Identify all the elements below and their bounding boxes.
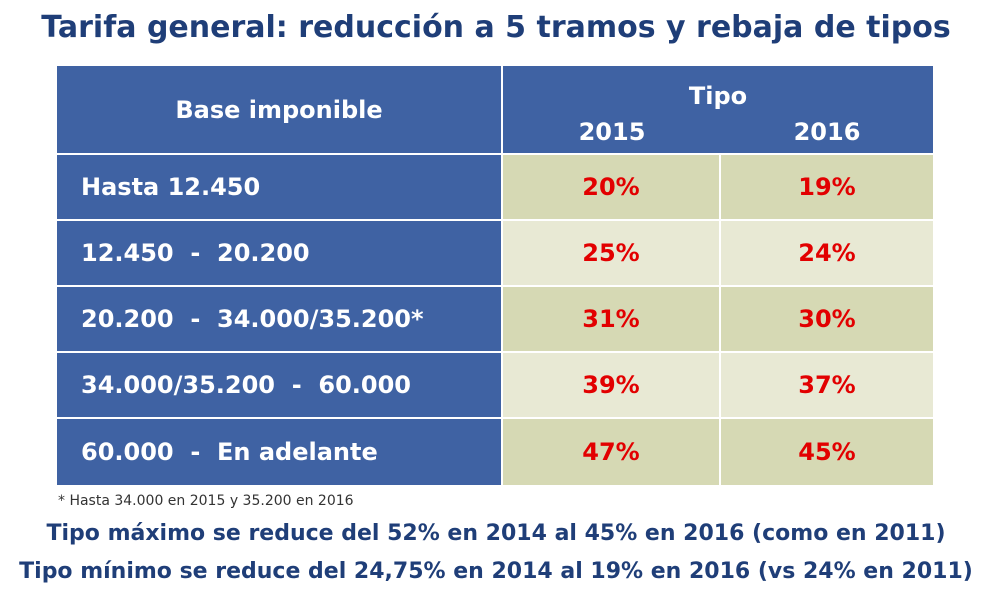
header-year-2015: 2015 (503, 110, 721, 153)
row-base-label: 60.000 - En adelante (81, 438, 378, 466)
rate-2015: 31% (503, 287, 719, 351)
rate-2016: 19% (721, 155, 933, 219)
rate-value: 30% (798, 305, 856, 333)
header-year-label: 2016 (793, 117, 861, 146)
tax-rate-table: Base imponible Tipo 2015 2016 Hasta 12.4… (57, 66, 933, 488)
rate-2015: 25% (503, 221, 719, 285)
rate-value: 37% (798, 371, 856, 399)
row-base: 34.000/35.200 - 60.000 (57, 353, 501, 417)
rate-2016: 24% (721, 221, 933, 285)
rate-value: 20% (582, 173, 640, 201)
rate-value: 39% (582, 371, 640, 399)
header-base-label: Base imponible (175, 95, 383, 124)
rate-2015: 47% (503, 419, 719, 485)
header-tipo: Tipo (503, 66, 933, 110)
header-base-imponible: Base imponible (57, 66, 501, 153)
slide-title: Tarifa general: reducción a 5 tramos y r… (41, 10, 951, 45)
header-year-label: 2015 (578, 117, 646, 146)
rate-2016: 37% (721, 353, 933, 417)
row-base-label: 34.000/35.200 - 60.000 (81, 371, 411, 399)
rate-2015: 39% (503, 353, 719, 417)
summary-max-rate: Tipo máximo se reduce del 52% en 2014 al… (46, 521, 946, 546)
rate-value: 24% (798, 239, 856, 267)
header-tipo-label: Tipo (688, 82, 748, 110)
rate-value: 45% (798, 438, 856, 466)
row-base-label: Hasta 12.450 (81, 173, 261, 201)
row-base-label: 12.450 - 20.200 (81, 239, 310, 267)
row-base: 60.000 - En adelante (57, 419, 501, 485)
rate-2016: 30% (721, 287, 933, 351)
rate-value: 19% (798, 173, 856, 201)
row-base: 20.200 - 34.000/35.200* (57, 287, 501, 351)
row-base: Hasta 12.450 (57, 155, 501, 219)
summary-min-rate: Tipo mínimo se reduce del 24,75% en 2014… (19, 559, 973, 584)
rate-value: 25% (582, 239, 640, 267)
rate-value: 31% (582, 305, 640, 333)
row-base-label: 20.200 - 34.000/35.200* (81, 305, 424, 333)
header-year-2016: 2016 (721, 110, 933, 153)
rate-value: 47% (582, 438, 640, 466)
rate-2015: 20% (503, 155, 719, 219)
row-base: 12.450 - 20.200 (57, 221, 501, 285)
footnote: * Hasta 34.000 en 2015 y 35.200 en 2016 (58, 493, 354, 509)
rate-2016: 45% (721, 419, 933, 485)
